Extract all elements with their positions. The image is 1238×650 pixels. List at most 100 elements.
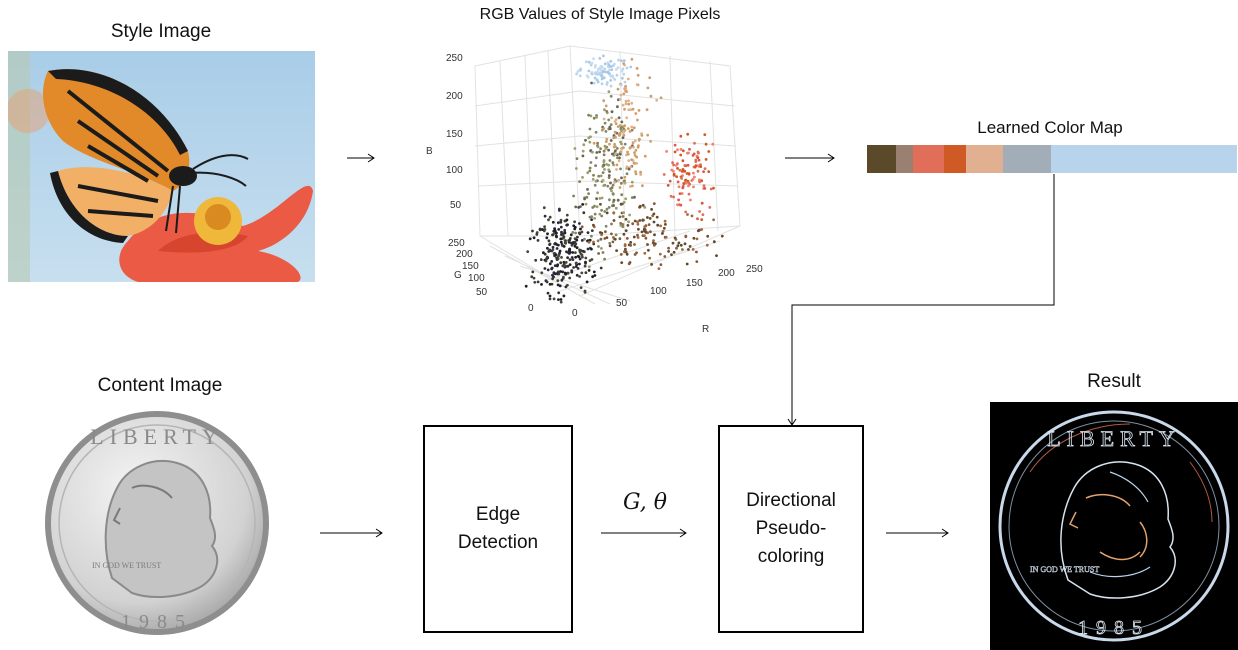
style-image-title: Style Image	[110, 21, 212, 42]
scatter-point	[638, 205, 642, 209]
scatter-point	[671, 161, 674, 165]
scatter-point	[629, 108, 633, 111]
scatter-point	[568, 237, 572, 240]
scatter-point	[646, 133, 650, 137]
scatter-point	[606, 65, 610, 68]
scatter-point	[583, 237, 586, 241]
scatter-point	[560, 230, 563, 234]
scatter-point	[682, 182, 686, 185]
scatter-point	[548, 282, 552, 286]
scatter-point	[670, 168, 674, 172]
scatter-point	[590, 234, 593, 238]
scatter-point	[584, 260, 587, 264]
scatter-point	[563, 228, 567, 232]
scatter-point	[592, 270, 596, 274]
scatter-point	[607, 168, 611, 172]
scatter-point	[681, 159, 685, 163]
scatter-point	[641, 219, 645, 222]
scatter-point	[609, 59, 613, 63]
scatter-point	[601, 69, 605, 73]
scatter-point	[640, 134, 644, 137]
scatter-point	[596, 145, 600, 149]
scatter-point	[613, 142, 616, 146]
scatter-point	[667, 246, 670, 250]
scatter-point	[564, 239, 567, 243]
scatter-point	[585, 280, 589, 284]
scatter-point	[556, 257, 560, 261]
scatter-point	[623, 80, 627, 84]
scatter-point	[688, 245, 692, 248]
scatter-point	[548, 262, 552, 266]
scatter-point	[683, 242, 687, 246]
scatter-point	[624, 247, 627, 251]
scatter-point	[700, 228, 704, 231]
scatter-point	[532, 276, 536, 280]
scatter-point	[610, 222, 613, 226]
scatter-point	[579, 205, 582, 209]
scatter-point	[655, 215, 659, 219]
scatter-point	[619, 147, 623, 150]
scatter-point	[581, 249, 585, 253]
scatter-point	[615, 163, 619, 167]
result-title: Result	[1087, 371, 1141, 392]
scatter-point	[657, 267, 661, 270]
scatter-point	[612, 64, 615, 67]
scatter-point	[552, 275, 555, 279]
scatter-point	[580, 230, 584, 234]
scatter-point	[617, 116, 621, 120]
scatter-point	[564, 261, 568, 264]
scatter-point	[618, 237, 622, 241]
scatter-point	[605, 236, 609, 240]
g-tick-0: 0	[528, 303, 534, 314]
scatter-point	[554, 253, 558, 256]
scatter-point	[533, 280, 537, 284]
scatter-point	[612, 204, 615, 207]
scatter-point	[619, 224, 623, 227]
scatter-point	[671, 241, 675, 245]
scatter-point	[559, 300, 563, 304]
scatter-point	[609, 94, 613, 98]
scatter-point	[696, 150, 700, 154]
scatter-point	[588, 166, 592, 170]
scatter-point	[676, 244, 680, 248]
scatter-point	[572, 224, 576, 228]
scatter-point	[576, 254, 580, 258]
scatter-point	[643, 206, 647, 209]
scatter-point	[619, 150, 623, 154]
scatter-point	[661, 232, 664, 235]
content-image-title: Content Image	[97, 375, 223, 396]
scatter-point	[600, 77, 604, 81]
scatter-point	[697, 228, 701, 232]
scatter-point	[545, 280, 549, 284]
scatter-point	[605, 163, 608, 166]
scatter-point	[637, 227, 640, 231]
scatter-point	[632, 145, 635, 149]
scatter-point	[601, 251, 605, 254]
r-tick-50: 50	[616, 298, 628, 309]
scatter-point	[546, 291, 550, 295]
scatter-point	[605, 110, 609, 113]
scatter-point	[556, 221, 560, 225]
scatter-point	[590, 215, 594, 219]
scatter-point	[603, 67, 607, 71]
scatter-point	[619, 83, 623, 87]
scatter-point	[566, 271, 570, 275]
scatter-point	[546, 246, 549, 250]
scatter-point	[564, 272, 567, 276]
scatter-point	[532, 236, 536, 240]
scatter-point	[626, 152, 630, 156]
scatter-point	[703, 187, 707, 190]
scatter-point	[587, 69, 591, 73]
scatter-point	[614, 233, 618, 237]
scatter-point	[555, 231, 558, 235]
scatter-point	[580, 239, 584, 242]
scatter-point	[613, 120, 617, 123]
scatter-point	[618, 215, 622, 219]
scatter-point	[665, 150, 668, 153]
scatter-point	[695, 260, 699, 263]
color-swatch	[1003, 145, 1051, 173]
scatter-point	[600, 208, 603, 212]
scatter-point	[574, 261, 578, 265]
scatter-point	[576, 70, 580, 73]
scatter-point	[604, 104, 608, 108]
